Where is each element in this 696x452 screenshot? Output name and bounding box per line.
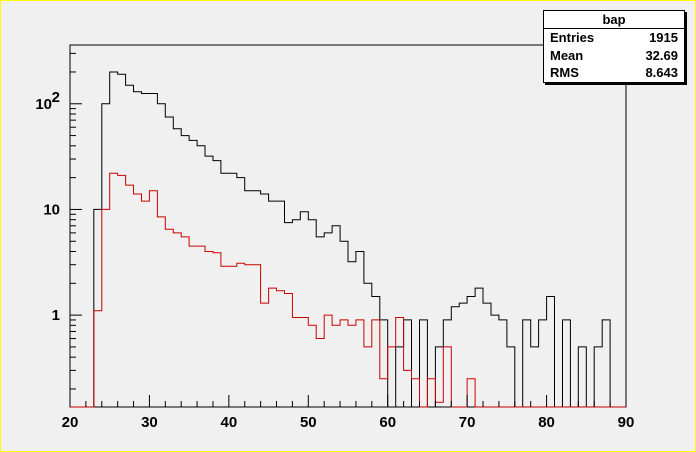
histogram-series-1: [70, 71, 626, 408]
stats-row-rms: RMS 8.643: [544, 64, 684, 82]
y-tick-exponent: 2: [52, 89, 60, 106]
entries-value: 1915: [649, 30, 678, 45]
x-tick-label: 30: [141, 414, 158, 431]
x-tick-label: 70: [459, 414, 476, 431]
x-tick-label: 60: [379, 414, 396, 431]
x-tick-label: 50: [300, 414, 317, 431]
y-tick-label: 10: [43, 201, 60, 218]
rms-value: 8.643: [645, 65, 678, 80]
series-layer: [70, 71, 626, 408]
stats-title: bap: [544, 11, 684, 29]
y-tick-label: 1: [52, 307, 60, 324]
x-tick-label: 20: [62, 414, 79, 431]
x-tick-label: 90: [618, 414, 635, 431]
mean-value: 32.69: [645, 47, 678, 63]
entries-label: Entries: [550, 30, 595, 45]
stats-row-mean: Mean 32.69: [544, 47, 684, 65]
stats-box: bap Entries 1915 Mean 32.69 RMS 8.643: [543, 10, 685, 83]
x-tick-label: 80: [538, 414, 555, 431]
rms-label: RMS: [550, 65, 579, 80]
mean-label: Mean: [550, 47, 584, 63]
y-tick-label: 10: [35, 96, 52, 113]
plot-frame: [69, 44, 627, 408]
histogram-series-2: [70, 172, 626, 408]
stats-row-entries: Entries 1915: [544, 29, 684, 47]
x-tick-label: 40: [221, 414, 238, 431]
